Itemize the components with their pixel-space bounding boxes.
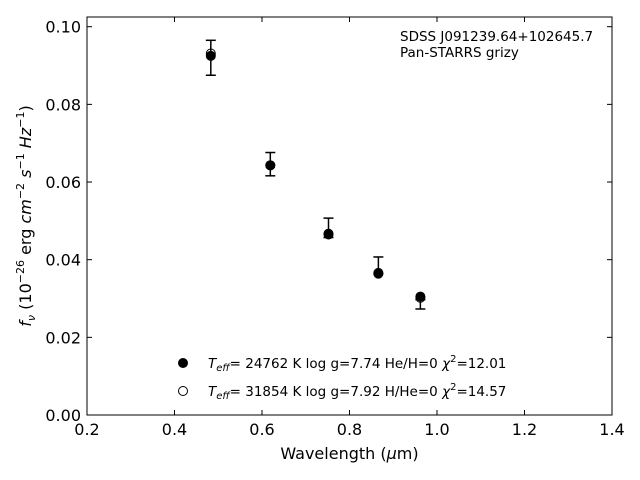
model-point-open: [415, 292, 426, 303]
legend-marker-open: [178, 386, 188, 396]
model-point-filled: [373, 268, 384, 279]
legend: Teff= 24762 K log g=7.74 He/H=0 χ2=12.01…: [178, 354, 506, 402]
model-point-open: [265, 160, 276, 171]
y-axis-label: fν (10−26 erg cm−2 s−1 Hz−1): [14, 105, 38, 326]
y-tick-label: 0.04: [45, 251, 81, 270]
x-tick-label: 0.8: [337, 420, 362, 439]
model-point-open: [323, 228, 334, 239]
model-point-open: [205, 48, 216, 59]
y-tick-label: 0.00: [45, 406, 81, 425]
survey-annotation: Pan-STARRS grizy: [400, 45, 519, 61]
y-tick-label: 0.06: [45, 173, 81, 192]
plot-content: [205, 39, 426, 310]
y-tick-label: 0.08: [45, 95, 81, 114]
x-tick-label: 0.2: [74, 420, 99, 439]
x-axis-label: Wavelength (μm): [280, 444, 418, 463]
y-tick-label: 0.10: [45, 18, 81, 37]
x-tick-label: 0.4: [162, 420, 187, 439]
model-point-open: [373, 267, 384, 278]
x-tick-label: 0.6: [249, 420, 274, 439]
legend-marker-filled: [178, 358, 188, 368]
model-point-filled: [205, 50, 216, 61]
x-tick-label: 1.0: [424, 420, 449, 439]
model-point-filled: [323, 229, 334, 240]
y-tick-label: 0.02: [45, 328, 81, 347]
x-tick-label: 1.2: [512, 420, 537, 439]
object-name-annotation: SDSS J091239.64+102645.7: [400, 29, 593, 45]
x-tick-label: 1.4: [599, 420, 624, 439]
legend-label-model-2: Teff= 31854 K log g=7.92 H/He=0 χ2=14.57: [208, 382, 506, 402]
axis-ticks: 0.2 0.4 0.6 0.8 1.0 1.2 1.4 0.00 0.02 0.04 0.06 0.0…: [45, 17, 625, 439]
legend-label-model-1: Teff= 24762 K log g=7.74 He/H=0 χ2=12.01: [208, 354, 506, 374]
